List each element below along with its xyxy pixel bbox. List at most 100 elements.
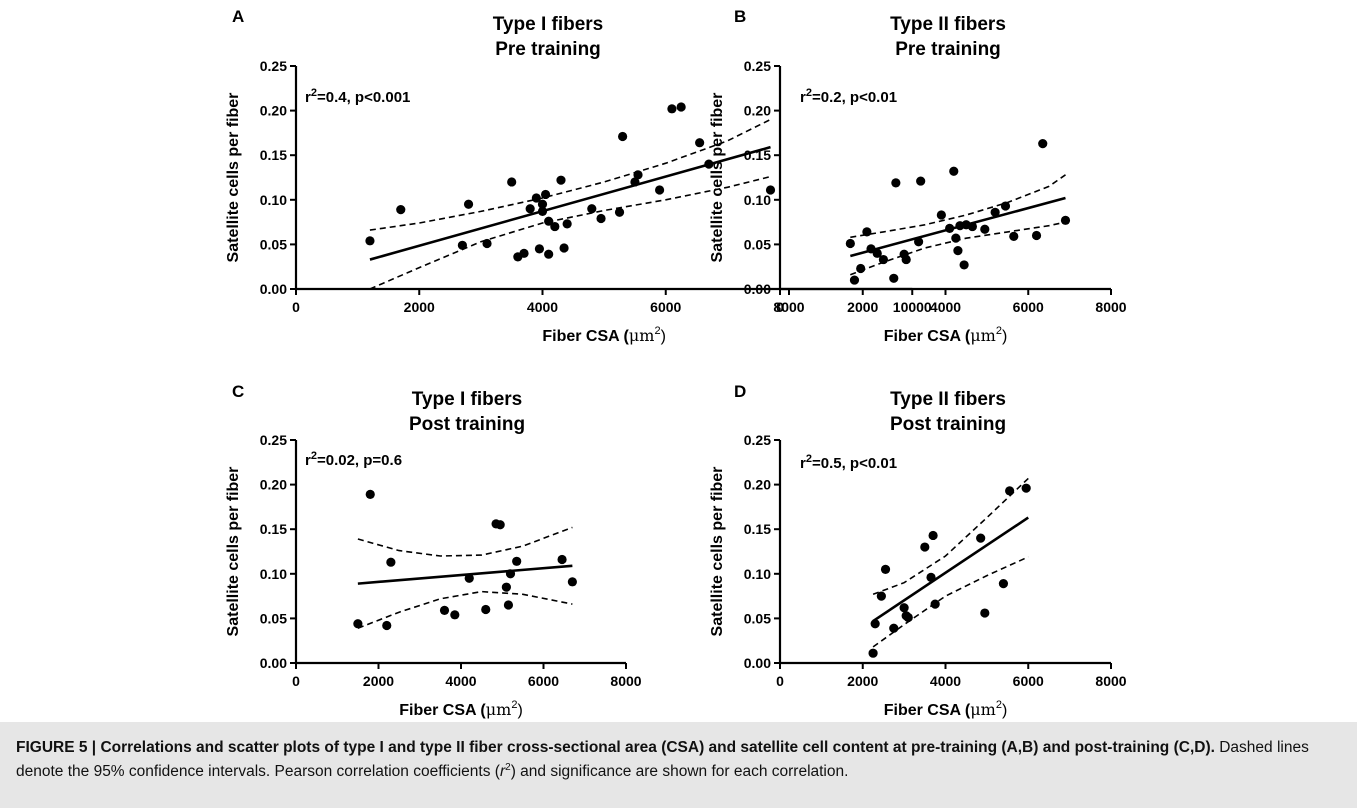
panel-d-annotation-text: =0.5, p<0.01 [812, 455, 897, 472]
panel-b-point [951, 233, 961, 243]
panel-a-title: Type I fibers [493, 14, 604, 35]
caption-body-2: ) and significance are shown for each co… [510, 763, 849, 780]
panel-b-x-label-sup: 2 [996, 325, 1002, 337]
panel-a-y-label: Satellite cells per fiber [225, 93, 242, 263]
panel-d-point [899, 603, 909, 613]
panel-c-y-tick-label: 0.00 [260, 655, 287, 671]
panel-b-y-tick-label: 0.10 [744, 192, 771, 208]
panel-b-point [914, 237, 924, 247]
panel-b-point [959, 260, 969, 270]
panel-d-y-tick-label: 0.10 [744, 566, 771, 582]
panel-d-point [876, 591, 886, 601]
panel-a-point [531, 193, 541, 203]
panel-d-annotation: r2=0.5, p<0.01 [800, 453, 897, 472]
panel-a-point [618, 131, 628, 142]
panel-a-point [507, 177, 517, 187]
panel-b-point [901, 254, 911, 265]
panel-c-point [503, 600, 514, 610]
panel-c-annotation: r2=0.02, p=0.6 [305, 450, 402, 469]
panel-b-point [980, 224, 990, 234]
panel-d-point [889, 623, 899, 633]
panel-d-x-tick-label: 0 [776, 673, 784, 689]
panel-a-ci-lower [369, 175, 771, 290]
panel-b-point [856, 263, 866, 274]
panel-a-point [396, 205, 406, 215]
panel-b-point [967, 221, 977, 232]
panel-c-fit-line [357, 564, 573, 585]
panel-d-point [903, 612, 913, 623]
panel-c-annotation-sup: 2 [311, 450, 317, 462]
panel-d-point [980, 608, 990, 618]
panel-a-point [676, 102, 686, 112]
panel-a-point [544, 216, 554, 226]
panel-c-y-tick-label: 0.10 [260, 566, 287, 582]
panel-d-x-label-close: ) [1002, 702, 1007, 719]
panel-a-y-tick-label: 0.15 [260, 147, 287, 163]
panel-d-point [880, 564, 891, 574]
panel-b-point [1031, 230, 1042, 241]
panel-b-title: Type II fibers [890, 14, 1006, 35]
panel-a-ci-upper [369, 118, 771, 231]
panel-a-point [365, 236, 375, 246]
panel-c-x-tick-label: 8000 [610, 673, 641, 689]
panel-d-point [928, 530, 938, 541]
panel-a-y-tick-label: 0.00 [260, 281, 287, 297]
panel-d-x-label: Fiber CSA (μm2) [884, 699, 1008, 719]
panel-c-annotation-text: =0.02, p=0.6 [317, 452, 402, 469]
panel-b-point [891, 178, 901, 188]
panel-d-y-tick-label: 0.00 [744, 655, 771, 671]
panel-d-y-tick-label: 0.20 [744, 477, 771, 493]
panel-a-point [667, 104, 677, 114]
panel-a-letter: A [232, 7, 244, 26]
panel-d-x-tick-label: 8000 [1095, 673, 1126, 689]
panel-c-x-tick-label: 6000 [528, 673, 559, 689]
panel-a-annotation: r2=0.4, p<0.001 [305, 87, 410, 106]
panel-a-x-tick-label: 6000 [650, 299, 681, 315]
panel-a-y-tick-label: 0.05 [260, 236, 287, 252]
panel-b-annotation-sup: 2 [806, 87, 812, 99]
panel-d-point [868, 648, 878, 658]
panel-a-annotation-sup: 2 [311, 87, 317, 99]
panel-b-x-label: Fiber CSA (μm2) [884, 325, 1008, 345]
panel-b-x-label-text: Fiber CSA ( [884, 328, 971, 345]
panel-b-point [916, 176, 926, 186]
panel-b-point [990, 207, 1000, 217]
caption-label: FIGURE 5 | [16, 739, 97, 756]
panel-b-y-tick-label: 0.20 [744, 103, 771, 119]
panel-c-point [353, 619, 363, 629]
panel-c-title: Type I fibers [412, 389, 523, 410]
panel-d-point [976, 533, 986, 543]
panel-c-y-tick-label: 0.15 [260, 521, 287, 537]
panel-a-point [562, 219, 572, 229]
panel-b-point [1060, 215, 1071, 225]
panel-a-point [704, 159, 714, 169]
panel-d-x-label-sup: 2 [996, 699, 1002, 711]
caption-title: Correlations and scatter plots of type I… [100, 739, 1215, 756]
panel-b-annotation-r: r [800, 89, 806, 106]
panel-d-point [870, 619, 880, 629]
panel-b-point [949, 166, 959, 176]
panel-a-annotation-text: =0.4, p<0.001 [317, 89, 410, 106]
panel-b-y-tick-label: 0.25 [744, 58, 771, 74]
panel-d-letter: D [734, 382, 746, 401]
panel-a-x-tick-label: 2000 [404, 299, 435, 315]
panel-d-fit-line [872, 516, 1029, 623]
panel-c-x-label-close: ) [517, 702, 522, 719]
panel-b-point [872, 248, 882, 258]
panel-d-point [920, 542, 930, 552]
panel-a-x-tick-label: 10000 [893, 299, 932, 315]
panel-c-ci-upper [357, 526, 573, 557]
panel-c-point [464, 573, 474, 583]
panel-b-y-tick-label: 0.00 [744, 281, 771, 297]
panel-a-point [614, 207, 625, 217]
panel-b-x-tick-label: 8000 [1095, 299, 1126, 315]
panel-a-y-tick-label: 0.25 [260, 58, 287, 74]
panel-c-point [557, 554, 567, 565]
panel-a-point [695, 138, 705, 148]
panel-c-y-tick-label: 0.25 [260, 432, 287, 448]
panel-c-x-label: Fiber CSA (μm2) [399, 699, 523, 719]
panel-c-point [512, 556, 522, 566]
panel-a-point [457, 240, 467, 250]
